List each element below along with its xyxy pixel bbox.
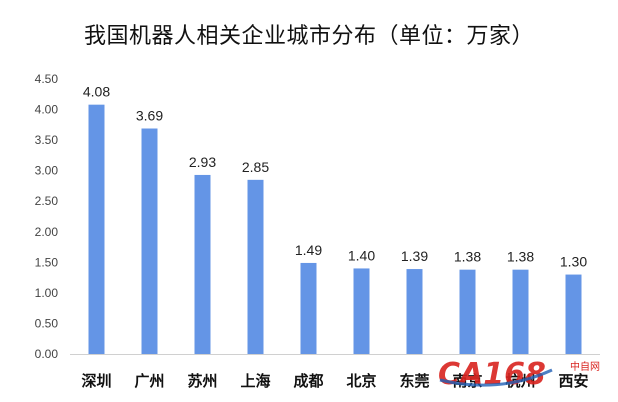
y-tick-label: 1.00 [35, 286, 59, 300]
value-label: 1.30 [560, 254, 587, 270]
bar [512, 269, 529, 354]
y-tick-label: 2.00 [35, 225, 59, 239]
category-label: 广州 [134, 372, 164, 390]
bar [459, 269, 476, 354]
value-label: 2.93 [189, 154, 216, 170]
category-label: 深圳 [81, 372, 111, 390]
y-tick-label: 3.50 [35, 133, 59, 147]
value-label: 2.85 [242, 159, 269, 175]
category-label: 西安 [558, 372, 588, 390]
value-label: 4.08 [83, 84, 110, 100]
watermark-logo: CA168 中自网 [438, 357, 600, 392]
category-label: 上海 [240, 372, 270, 390]
bar [406, 269, 423, 354]
y-tick-label: 4.00 [35, 103, 59, 117]
value-label: 1.38 [507, 249, 534, 265]
bar [88, 104, 105, 355]
bar [353, 268, 370, 354]
category-label: 苏州 [187, 372, 217, 390]
y-tick-label: 0.50 [35, 316, 59, 330]
bars [88, 104, 582, 355]
chart-title: 我国机器人相关企业城市分布（单位：万家） [83, 24, 534, 49]
value-labels: 4.08 3.69 2.93 2.85 1.49 1.40 1.39 1.38 1.38 1.30 [83, 84, 587, 270]
bar [141, 128, 158, 354]
category-label: 北京 [346, 372, 376, 390]
value-label: 1.49 [295, 242, 322, 258]
bar [194, 174, 211, 354]
y-tick-label: 3.00 [35, 164, 59, 178]
y-tick-label: 1.50 [35, 255, 59, 269]
watermark-brand: CA168 [438, 357, 546, 392]
bar [247, 179, 264, 354]
bar [300, 262, 317, 354]
category-label: 东莞 [399, 372, 429, 390]
value-label: 1.38 [454, 249, 481, 265]
y-tick-label: 4.50 [35, 72, 59, 86]
y-tick-label: 0.00 [35, 347, 59, 361]
category-label: 成都 [293, 372, 323, 390]
value-label: 3.69 [136, 108, 163, 124]
y-axis-ticks: 0.00 0.50 1.00 1.50 2.00 2.50 3.00 3.50 4.00 4.50 [35, 72, 59, 361]
y-tick-label: 2.50 [35, 194, 59, 208]
bar [565, 274, 582, 354]
watermark-swoosh [439, 368, 553, 387]
value-label: 1.39 [401, 248, 428, 264]
value-label: 1.40 [348, 247, 375, 263]
watermark-text: 中自网 [570, 360, 600, 373]
